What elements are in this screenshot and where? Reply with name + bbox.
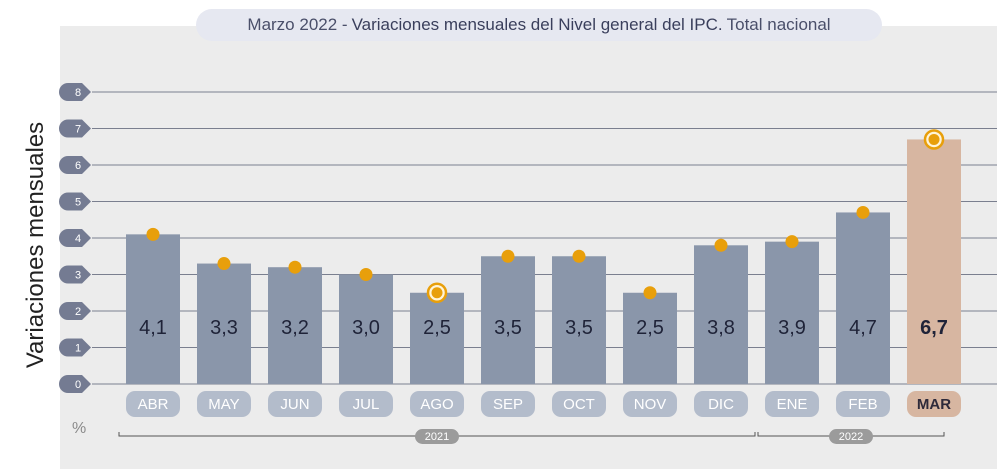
y-tick-badge [59, 302, 91, 320]
bar [126, 234, 180, 384]
month-badge [836, 391, 890, 417]
y-tick-label: 6 [75, 160, 81, 172]
data-point [643, 286, 657, 300]
month-label: MAR [917, 396, 951, 413]
month-badge [197, 391, 251, 417]
bar-value-label: 3,8 [707, 317, 735, 339]
bar-value-label: 3,0 [352, 317, 380, 339]
title-prefix: Marzo 2022 - [247, 15, 348, 34]
bar [268, 267, 322, 384]
month-label: ABR [138, 396, 169, 413]
data-point [217, 257, 231, 271]
month-badge [126, 391, 180, 417]
y-tick-label: 4 [75, 233, 81, 245]
month-label: MAY [208, 396, 239, 413]
y-tick-label: 5 [75, 197, 81, 209]
data-point [501, 249, 515, 263]
y-tick-badge [59, 265, 91, 284]
month-label: JUL [353, 396, 380, 413]
month-badge [907, 391, 961, 417]
y-tick-badge [59, 229, 91, 247]
month-label: ENE [777, 396, 808, 413]
year-badge [415, 429, 459, 444]
year-badge [829, 429, 873, 444]
chart-title: Marzo 2022 - Variaciones mensuales del N… [196, 9, 882, 41]
data-point [146, 227, 160, 241]
bar [339, 274, 393, 384]
data-point [785, 235, 799, 249]
data-point [572, 249, 586, 263]
title-main: Variaciones mensuales del Nivel general … [351, 15, 723, 34]
month-label: JUN [280, 396, 309, 413]
y-tick-label: 0 [75, 379, 81, 391]
data-point [714, 238, 728, 252]
bar-value-label: 3,5 [494, 317, 522, 339]
bar [197, 263, 251, 384]
bar [552, 256, 606, 384]
data-point [928, 133, 940, 145]
bar [410, 292, 464, 384]
bar [694, 245, 748, 384]
y-tick-label: 2 [75, 306, 81, 318]
month-badge [339, 391, 393, 417]
month-badge [552, 391, 606, 417]
bar-value-label: 3,5 [565, 317, 593, 339]
y-tick-badge [59, 375, 91, 393]
bar [481, 256, 535, 384]
bar-value-label: 4,1 [139, 317, 167, 339]
y-tick-label: 8 [75, 87, 81, 99]
bar [907, 139, 961, 384]
month-label: DIC [708, 396, 734, 413]
bar [765, 241, 819, 384]
y-tick-label: 1 [75, 343, 81, 355]
bar-value-label: 6,7 [920, 317, 948, 339]
title-suffix: Total nacional [726, 15, 831, 34]
year-label: 2021 [425, 431, 449, 443]
month-badge [410, 391, 464, 417]
y-tick-label: 7 [75, 124, 81, 136]
month-badge [765, 391, 819, 417]
y-tick-badge [59, 192, 91, 211]
bar [836, 212, 890, 384]
month-label: NOV [634, 396, 667, 413]
month-badge [268, 391, 322, 417]
data-point [431, 287, 443, 299]
y-tick-badge [59, 338, 91, 357]
unit-label: % [72, 420, 87, 437]
bar [623, 292, 677, 384]
bar-value-label: 2,5 [423, 317, 451, 339]
y-tick-badge [59, 83, 91, 101]
data-point [856, 205, 870, 219]
y-tick-label: 3 [75, 270, 81, 282]
month-badge [481, 391, 535, 417]
month-label: FEB [848, 396, 877, 413]
data-point [359, 268, 373, 281]
bar-value-label: 2,5 [636, 317, 664, 339]
month-badge [623, 391, 677, 417]
month-label: AGO [420, 396, 453, 413]
bar-value-label: 3,3 [210, 317, 238, 339]
month-label: OCT [563, 396, 595, 413]
y-tick-badge [59, 119, 91, 138]
year-label: 2022 [839, 431, 863, 443]
month-badge [694, 391, 748, 417]
bar-value-label: 3,2 [281, 317, 309, 339]
month-label: SEP [493, 396, 523, 413]
y-tick-badge [59, 156, 91, 174]
bar-value-label: 4,7 [849, 317, 877, 339]
bar-value-label: 3,9 [778, 317, 806, 339]
data-point [288, 260, 302, 274]
